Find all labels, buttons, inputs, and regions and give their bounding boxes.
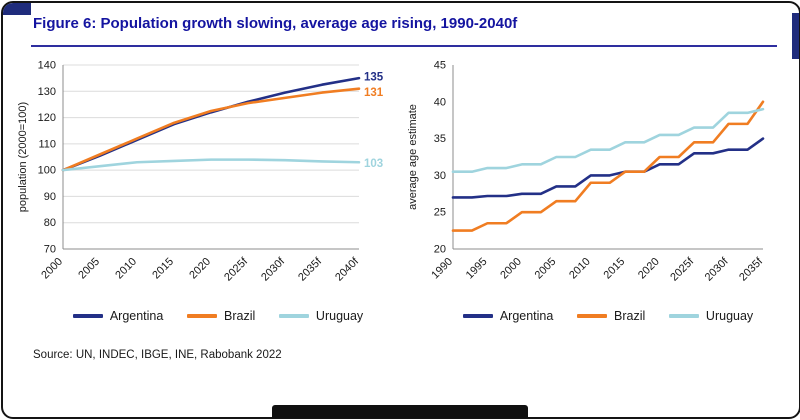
x-tick-label: 2015 [150, 256, 176, 282]
x-tick-label: 2030f [703, 255, 732, 284]
legend-swatch-uruguay [279, 314, 309, 318]
x-tick-label: 2025f [222, 255, 251, 284]
y-tick-label: 120 [38, 112, 56, 124]
legend-swatch-uruguay [669, 314, 699, 318]
legend-item-argentina: Argentina [463, 309, 554, 323]
y-tick-label: 70 [44, 244, 56, 256]
y-axis-title: population (2000=100) [17, 102, 29, 212]
y-tick-label: 25 [434, 207, 446, 219]
legend-item-argentina: Argentina [73, 309, 164, 323]
x-tick-label: 1990 [429, 256, 455, 282]
series-line-uruguay [453, 109, 763, 172]
y-tick-label: 30 [434, 170, 446, 182]
series-line-argentina [63, 78, 359, 170]
average-age-chart: 20 25 30 35 40 45 1990 1995 2000 2005 2010 2015 2020… [403, 53, 781, 305]
population-index-chart: 70 80 90 100 110 120 130 140 2000 2005 2010 2015 202… [13, 53, 391, 305]
y-tick-label: 45 [434, 60, 446, 72]
series-end-label-uruguay: 103 [364, 158, 383, 170]
legend-swatch-argentina [73, 314, 103, 318]
legend-swatch-brazil [187, 314, 217, 318]
x-tick-label: 2010 [113, 256, 139, 282]
average-age-chart-block: 20 25 30 35 40 45 1990 1995 2000 2005 2010 2015 2020… [403, 53, 793, 323]
y-axis-title: average age estimate [407, 104, 419, 210]
x-tick-label: 2005 [76, 256, 102, 282]
average-age-chart-legend: Argentina Brazil Uruguay [403, 309, 793, 323]
series-end-label-argentina: 135 [364, 72, 384, 84]
population-chart-block: 70 80 90 100 110 120 130 140 2000 2005 2010 2015 202… [13, 53, 403, 323]
series-end-label-brazil: 131 [364, 87, 384, 99]
right-edge-accent-decoration [792, 13, 799, 59]
y-tick-label: 35 [434, 133, 446, 145]
y-tick-label: 130 [38, 86, 56, 98]
corner-accent-decoration [3, 3, 31, 15]
population-chart-legend: Argentina Brazil Uruguay [13, 309, 403, 323]
x-tick-label: 2000 [498, 256, 524, 282]
x-tick-label: 2040f [333, 255, 362, 284]
x-tick-label: 2020 [187, 256, 213, 282]
legend-label: Argentina [500, 309, 554, 323]
x-tick-label: 2005 [533, 256, 559, 282]
legend-label: Brazil [224, 309, 255, 323]
y-tick-label: 20 [434, 244, 446, 256]
legend-label: Uruguay [706, 309, 753, 323]
series-line-brazil [453, 102, 763, 231]
y-tick-label: 140 [38, 60, 56, 72]
legend-label: Brazil [614, 309, 645, 323]
y-tick-label: 80 [44, 217, 56, 229]
series-line-brazil [63, 89, 359, 170]
y-tick-label: 100 [38, 165, 56, 177]
series-line-uruguay [63, 160, 359, 171]
y-tick-label: 90 [44, 191, 56, 203]
legend-item-brazil: Brazil [577, 309, 645, 323]
figure-title: Figure 6: Population growth slowing, ave… [33, 15, 517, 32]
legend-swatch-brazil [577, 314, 607, 318]
y-tick-label: 40 [434, 96, 446, 108]
legend-swatch-argentina [463, 314, 493, 318]
x-tick-label: 2020 [636, 256, 662, 282]
x-tick-label: 2035f [737, 255, 766, 284]
bottom-bar-decoration [272, 405, 528, 418]
x-tick-label: 2010 [567, 256, 593, 282]
x-tick-label: 2015 [602, 256, 628, 282]
legend-item-brazil: Brazil [187, 309, 255, 323]
x-tick-label: 2035f [296, 255, 325, 284]
legend-item-uruguay: Uruguay [279, 309, 363, 323]
legend-label: Argentina [110, 309, 164, 323]
legend-label: Uruguay [316, 309, 363, 323]
x-tick-label: 2030f [259, 255, 288, 284]
source-note: Source: UN, INDEC, IBGE, INE, Rabobank 2… [33, 349, 282, 361]
y-tick-label: 110 [38, 138, 56, 150]
title-underline [31, 45, 777, 47]
x-tick-label: 1995 [464, 256, 490, 282]
x-tick-label: 2025f [668, 255, 697, 284]
x-tick-label: 2000 [39, 256, 65, 282]
legend-item-uruguay: Uruguay [669, 309, 753, 323]
